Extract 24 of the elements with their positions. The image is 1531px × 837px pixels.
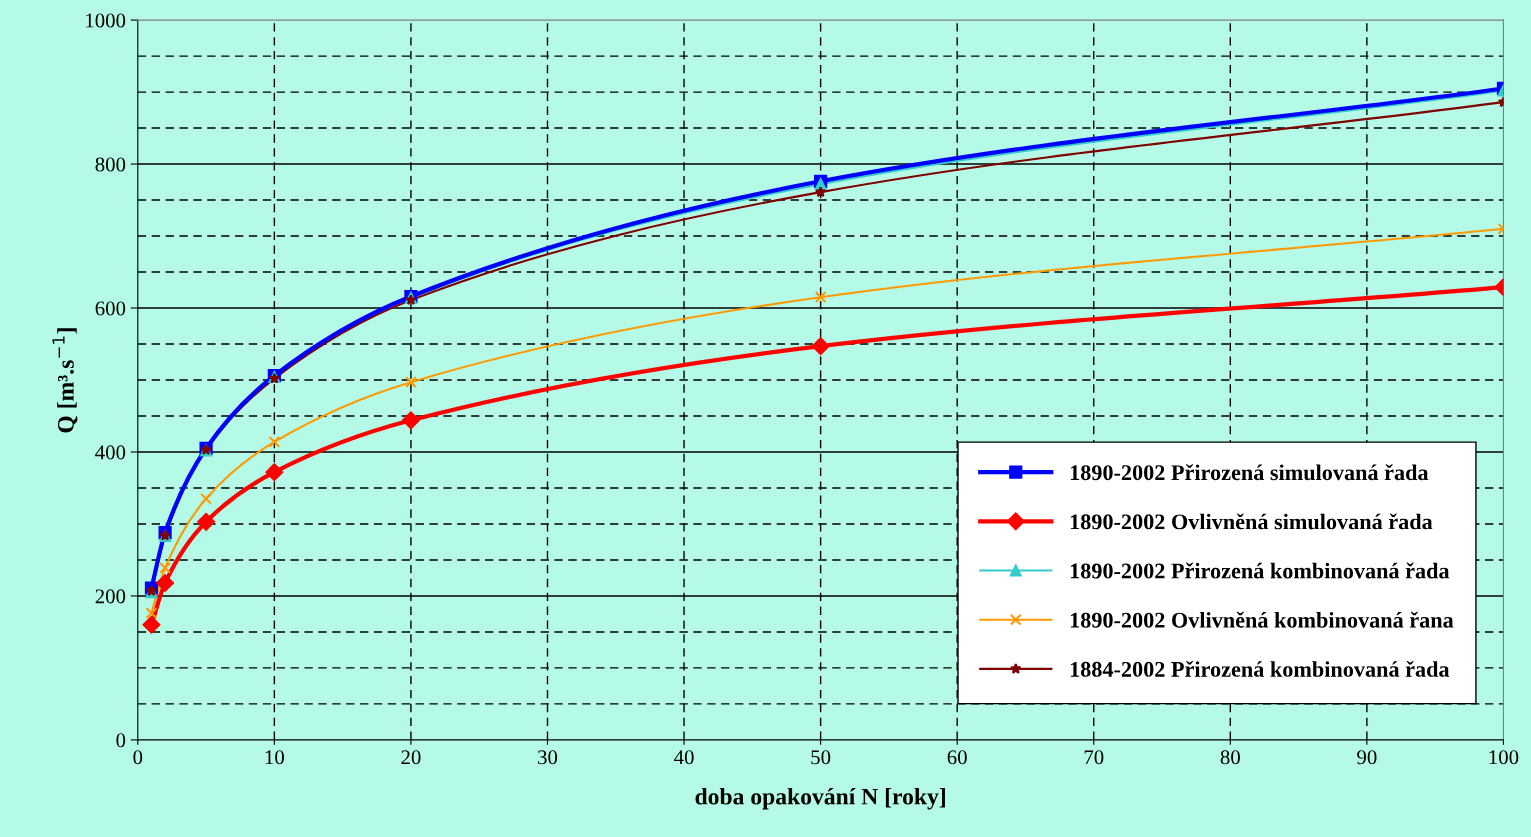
legend-label: 1890-2002 Přirozená simulovaná řada (1070, 464, 1429, 481)
legend-label: 1890-2002 Ovlivněná simulovaná řada (1070, 513, 1433, 530)
y-tick-label: 0 (116, 733, 126, 748)
y-tick-label: 1000 (86, 13, 126, 28)
y-axis-title: Q [m³.s$^{−1}$] (52, 328, 78, 433)
legend-label: 1890-2002 Ovlivněná kombinovaná řana (1070, 611, 1454, 628)
x-tick-label: 100 (1489, 750, 1519, 765)
x-tick-label: 40 (674, 750, 694, 765)
x-tick-label: 70 (1084, 750, 1104, 765)
x-tick-label: 60 (947, 750, 967, 765)
x-axis-title: doba opakování N [roky] (695, 787, 945, 810)
x-tick-label: 10 (265, 750, 284, 765)
y-tick-label: 800 (95, 157, 126, 172)
y-tick-label: 600 (95, 301, 126, 316)
y-tick-label: 200 (95, 589, 126, 604)
x-tick-label: 0 (133, 750, 143, 765)
legend-label: 1890-2002 Přirozená kombinovaná řada (1070, 562, 1450, 579)
x-tick-label: 30 (538, 750, 558, 765)
x-tick-label: 20 (401, 750, 421, 765)
x-tick-label: 50 (811, 750, 831, 765)
x-tick-label: 80 (1220, 750, 1240, 765)
y-tick-label: 400 (95, 445, 126, 460)
x-tick-label: 90 (1357, 750, 1377, 765)
legend-label: 1884-2002 Přirozená kombinovaná řada (1070, 660, 1450, 677)
